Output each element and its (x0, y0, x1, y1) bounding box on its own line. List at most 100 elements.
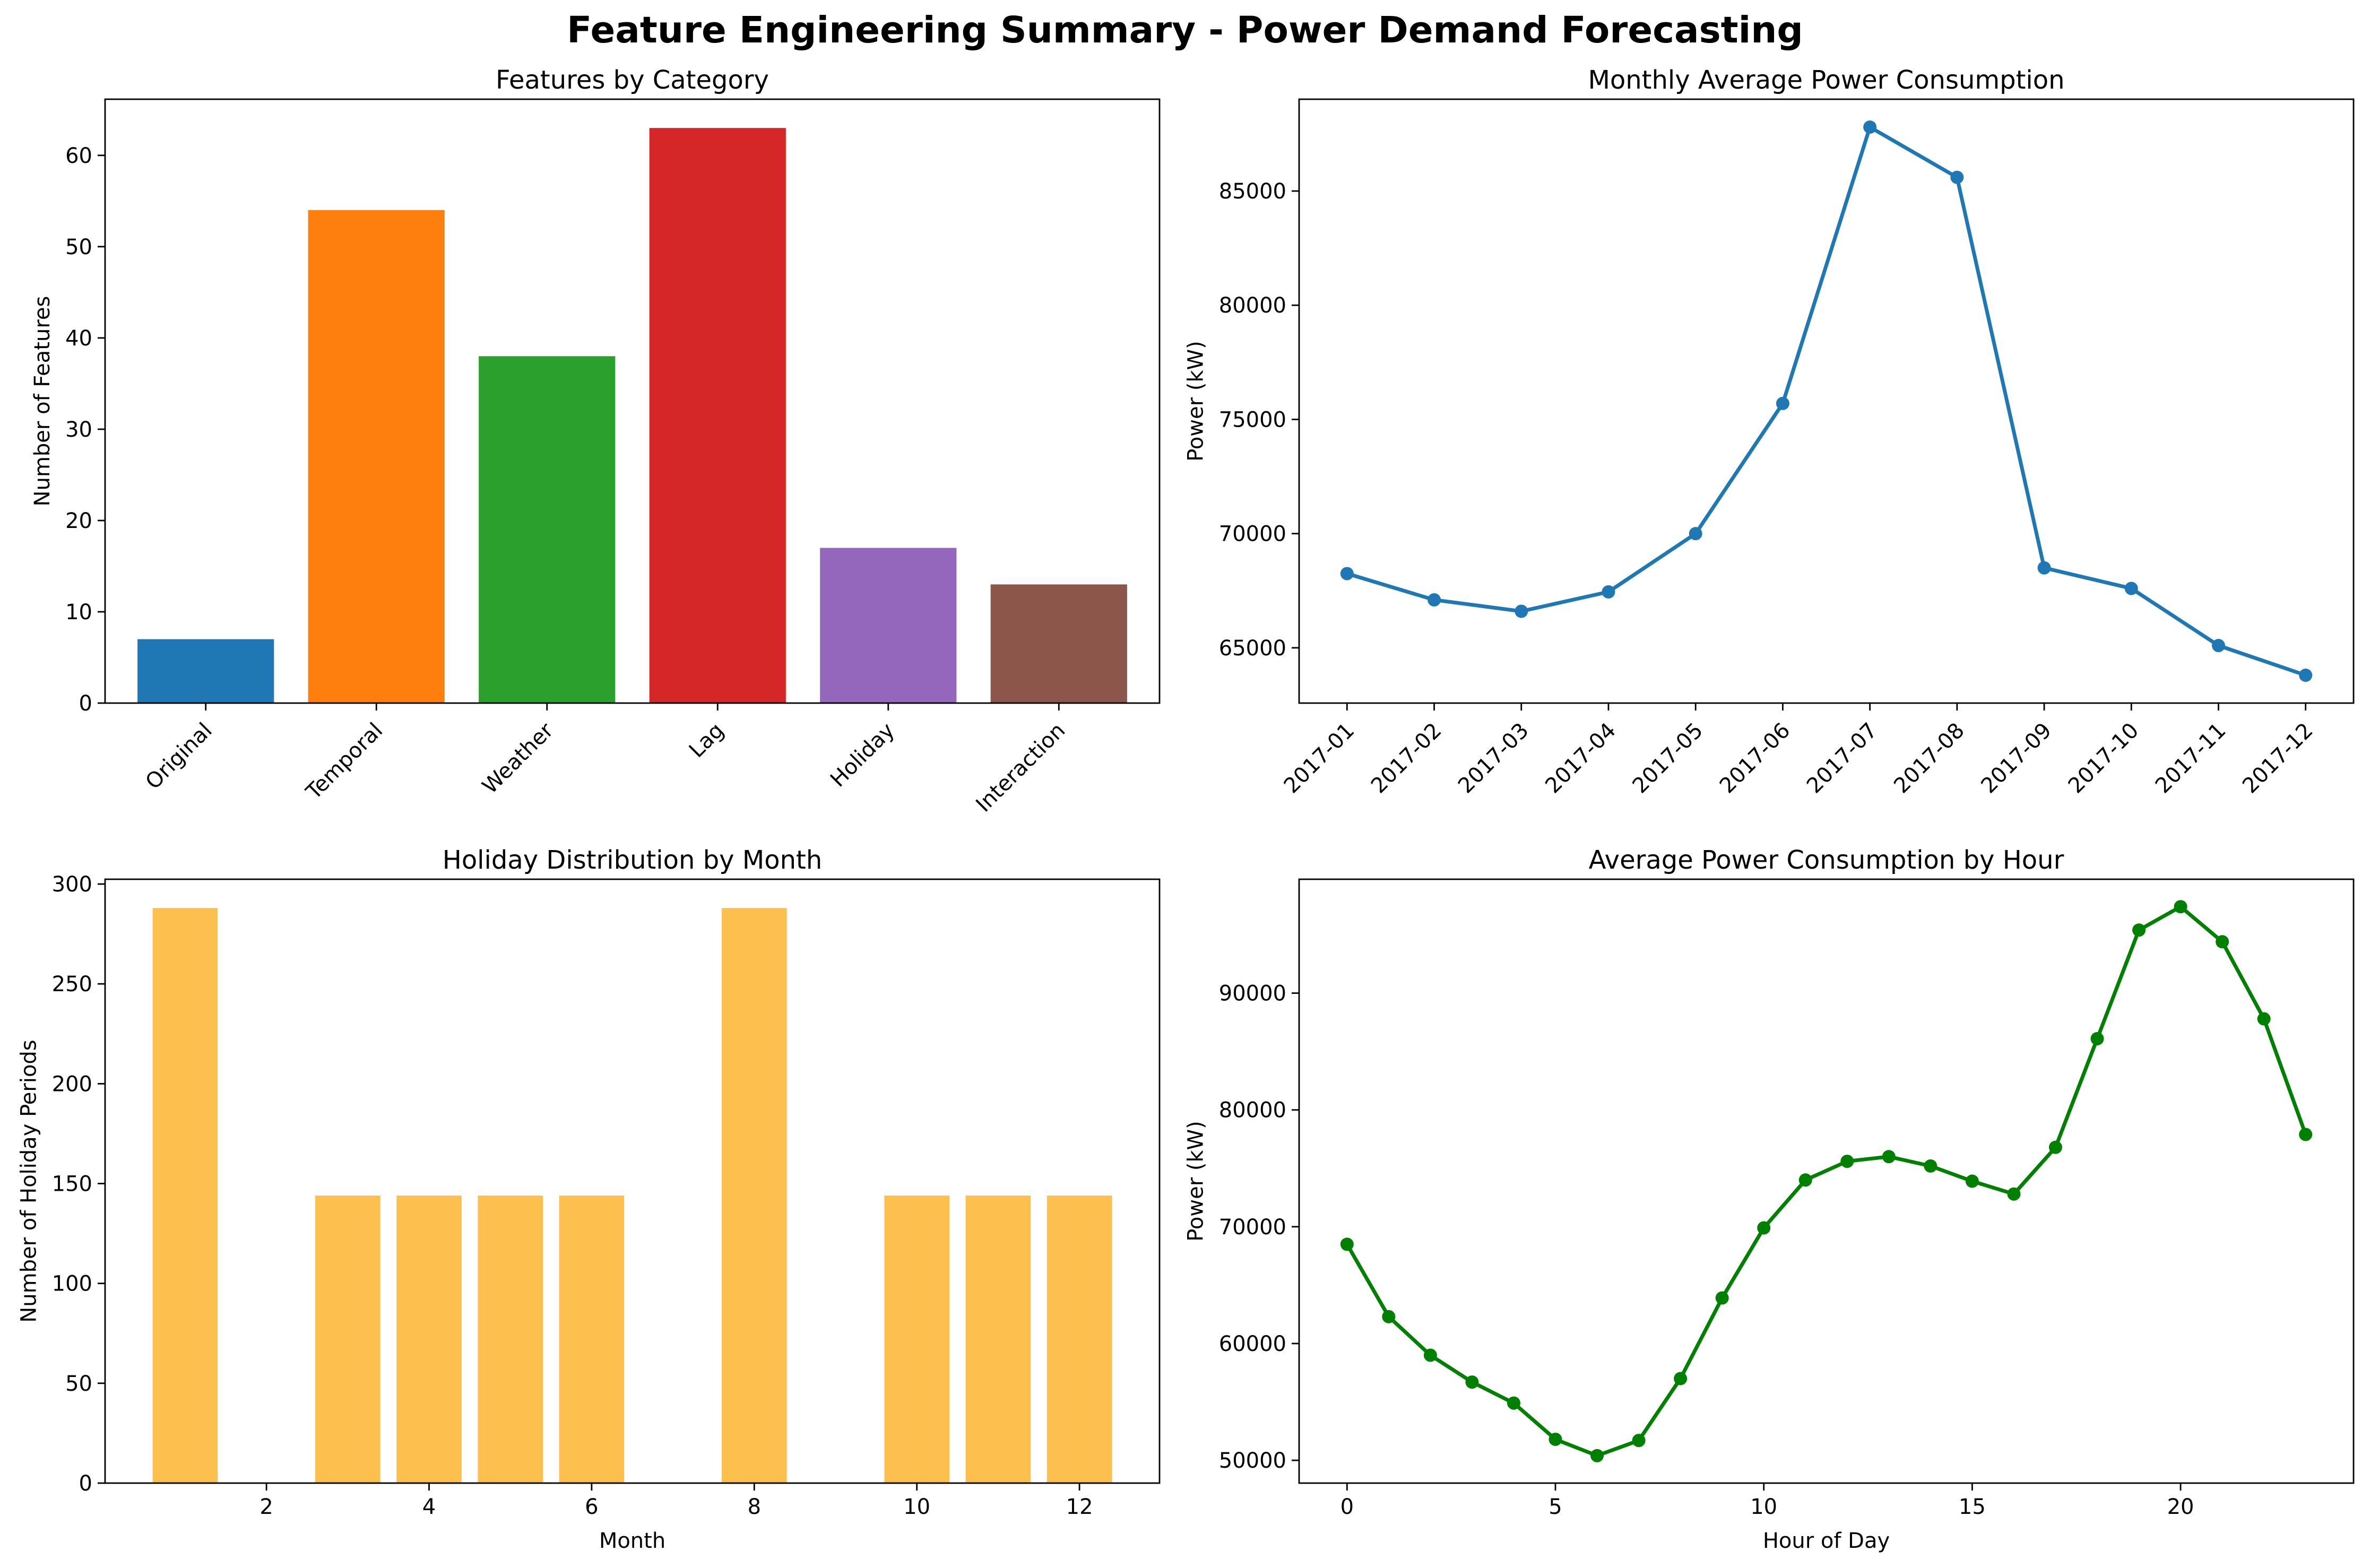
data-point (1423, 1348, 1437, 1362)
data-point (1950, 170, 1964, 184)
x-tick-label: 15 (1959, 1495, 1986, 1519)
data-point (2216, 935, 2229, 949)
y-axis-label: Power (kW) (1184, 341, 1208, 462)
x-tick-label: 2 (260, 1495, 273, 1519)
y-tick-label: 40 (65, 326, 92, 351)
y-tick-label: 60000 (1219, 1332, 1286, 1356)
axes-title: Features by Category (496, 65, 769, 95)
data-point (1674, 1372, 1688, 1385)
y-tick-label: 150 (52, 1172, 92, 1197)
y-tick-label: 70000 (1219, 1215, 1286, 1240)
data-point (1428, 593, 1441, 607)
axes-frame (104, 98, 1161, 704)
axes-frame (104, 878, 1161, 1484)
bar (478, 1196, 543, 1483)
axes-frame (1298, 878, 2355, 1484)
bar (965, 1196, 1031, 1483)
data-point (2257, 1012, 2271, 1026)
y-tick-label: 60 (65, 144, 92, 168)
x-tick-label: 4 (422, 1495, 436, 1519)
bar (137, 639, 274, 703)
data-point (1882, 1150, 1896, 1164)
y-axis-label: Number of Holiday Periods (17, 1039, 41, 1322)
y-tick-label: 200 (52, 1072, 92, 1096)
data-point (2007, 1187, 2021, 1201)
bar (884, 1196, 949, 1483)
data-point (1924, 1159, 1937, 1173)
x-tick-label: 8 (748, 1495, 761, 1519)
data-point (1602, 585, 1615, 599)
y-axis-label: Number of Features (30, 296, 55, 507)
bar (396, 1196, 462, 1483)
figure-title: Feature Engineering Summary - Power Dema… (567, 9, 1803, 51)
axes-title: Holiday Distribution by Month (443, 845, 823, 875)
x-tick-label: 5 (1549, 1495, 1562, 1519)
data-point (1776, 396, 1789, 410)
holiday-distribution-chart: 2 4 6 8 10 12 0 50 100 150 200 250 300 Number of Holi… (17, 845, 1161, 1553)
data-point (1382, 1310, 1396, 1323)
y-tick-label: 50000 (1219, 1449, 1286, 1473)
y-tick-label: 70000 (1219, 522, 1286, 547)
x-axis-label: Hour of Day (1763, 1529, 1890, 1553)
data-point (2090, 1032, 2104, 1045)
data-point (1757, 1221, 1771, 1235)
y-tick-label: 300 (52, 872, 92, 897)
y-tick-label: 20 (65, 509, 92, 533)
data-point (2211, 639, 2225, 653)
hourly-power-chart: 0 5 10 15 20 50000 60000 70000 80000 90000 Power (… (1184, 845, 2355, 1553)
data-point (1515, 604, 1528, 618)
data-point (1840, 1155, 1854, 1168)
axes-title: Average Power Consumption by Hour (1589, 845, 2064, 875)
data-point (2124, 582, 2138, 595)
data-point (2037, 561, 2051, 575)
data-point (1965, 1174, 1979, 1188)
data-point (2299, 1128, 2313, 1141)
bar (649, 128, 786, 704)
data-point (1715, 1291, 1729, 1305)
bar (479, 356, 616, 703)
y-tick-label: 75000 (1219, 408, 1286, 432)
x-tick-label: 10 (1750, 1495, 1777, 1519)
axes-title: Monthly Average Power Consumption (1588, 65, 2064, 95)
bar (152, 908, 218, 1483)
x-tick-label: 20 (2167, 1495, 2194, 1519)
y-tick-label: 50 (65, 1372, 92, 1396)
data-point (1632, 1434, 1646, 1448)
y-tick-label: 0 (79, 691, 92, 716)
series-line (1346, 125, 2306, 677)
x-tick-label: 12 (1066, 1495, 1093, 1519)
data-point (1340, 1237, 1354, 1251)
data-point (1465, 1375, 1479, 1389)
data-point (1507, 1396, 1520, 1410)
bar (820, 548, 957, 703)
x-tick-label: 0 (1340, 1495, 1354, 1519)
y-tick-label: 250 (52, 972, 92, 997)
y-tick-label: 80000 (1219, 1098, 1286, 1123)
axes-frame (1298, 98, 2355, 704)
data-point (1689, 527, 1702, 541)
x-axis-label: Month (599, 1529, 665, 1553)
y-tick-label: 10 (65, 600, 92, 625)
bar (722, 908, 787, 1483)
y-tick-label: 50 (65, 235, 92, 259)
data-point (2132, 923, 2146, 937)
data-point (1863, 120, 1877, 134)
y-tick-label: 100 (52, 1272, 92, 1296)
data-point (2299, 668, 2313, 682)
data-point (2174, 900, 2187, 914)
bar (1046, 1196, 1112, 1483)
bar (559, 1196, 625, 1483)
features-by-category-chart: Original Temporal Weather Lag Holiday Interac… (30, 65, 1161, 817)
data-point (1549, 1432, 1562, 1446)
y-tick-label: 0 (79, 1471, 92, 1496)
series-line (1345, 905, 2307, 1458)
y-axis-label: Power (kW) (1184, 1121, 1208, 1242)
bar (308, 210, 445, 704)
y-tick-label: 65000 (1219, 636, 1286, 661)
y-tick-label: 30 (65, 418, 92, 442)
y-tick-label: 90000 (1219, 982, 1286, 1006)
bar (990, 584, 1127, 703)
data-point (1798, 1173, 1812, 1187)
x-tick-label: 10 (903, 1495, 930, 1519)
